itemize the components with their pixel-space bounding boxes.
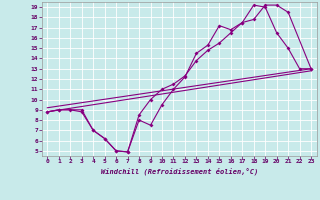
X-axis label: Windchill (Refroidissement éolien,°C): Windchill (Refroidissement éolien,°C): [100, 167, 258, 175]
